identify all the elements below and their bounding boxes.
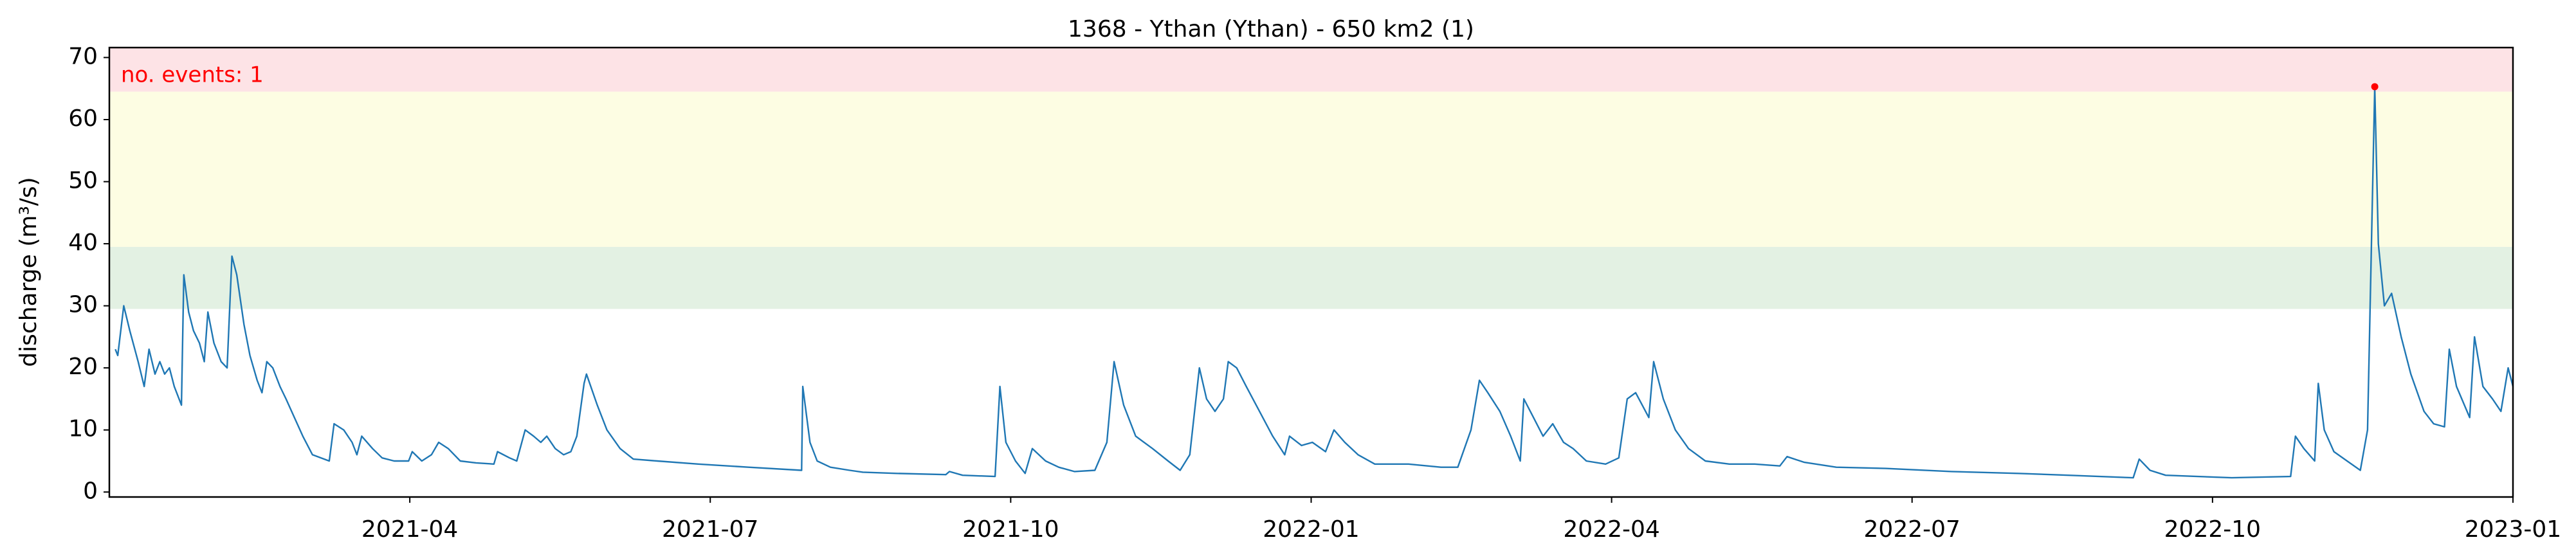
y-tick-label: 60 [68,105,98,132]
chart-title: 1368 - Ythan (Ythan) - 650 km2 (1) [1068,16,1474,42]
y-tick-label: 50 [68,168,98,194]
x-tick-label: 2021-04 [361,516,458,543]
x-tick-label: 2022-07 [1864,516,1960,543]
x-tick-label: 2022-04 [1563,516,1659,543]
y-tick-label: 30 [68,292,98,318]
x-tick-label: 2022-10 [2164,516,2261,543]
plot-frame [108,46,2514,498]
y-tick-label: 20 [68,354,98,380]
y-tick-label: 10 [68,416,98,442]
x-tick-label: 2021-10 [962,516,1059,543]
y-tick-label: 70 [68,43,98,69]
discharge-line [114,86,2514,479]
x-tick-label: 2023-01 [2465,516,2561,543]
threshold-band [109,91,2513,247]
threshold-band [109,246,2513,309]
event-marker [2371,83,2379,91]
x-tick-label: 2022-01 [1263,516,1359,543]
event-count: no. events: 1 [121,62,264,88]
y-tick-label: 40 [68,230,98,256]
y-axis-label: discharge (m³/s) [15,177,42,366]
threshold-band [109,48,2513,92]
y-tick-label: 0 [83,478,98,504]
x-tick-label: 2021-07 [662,516,758,543]
